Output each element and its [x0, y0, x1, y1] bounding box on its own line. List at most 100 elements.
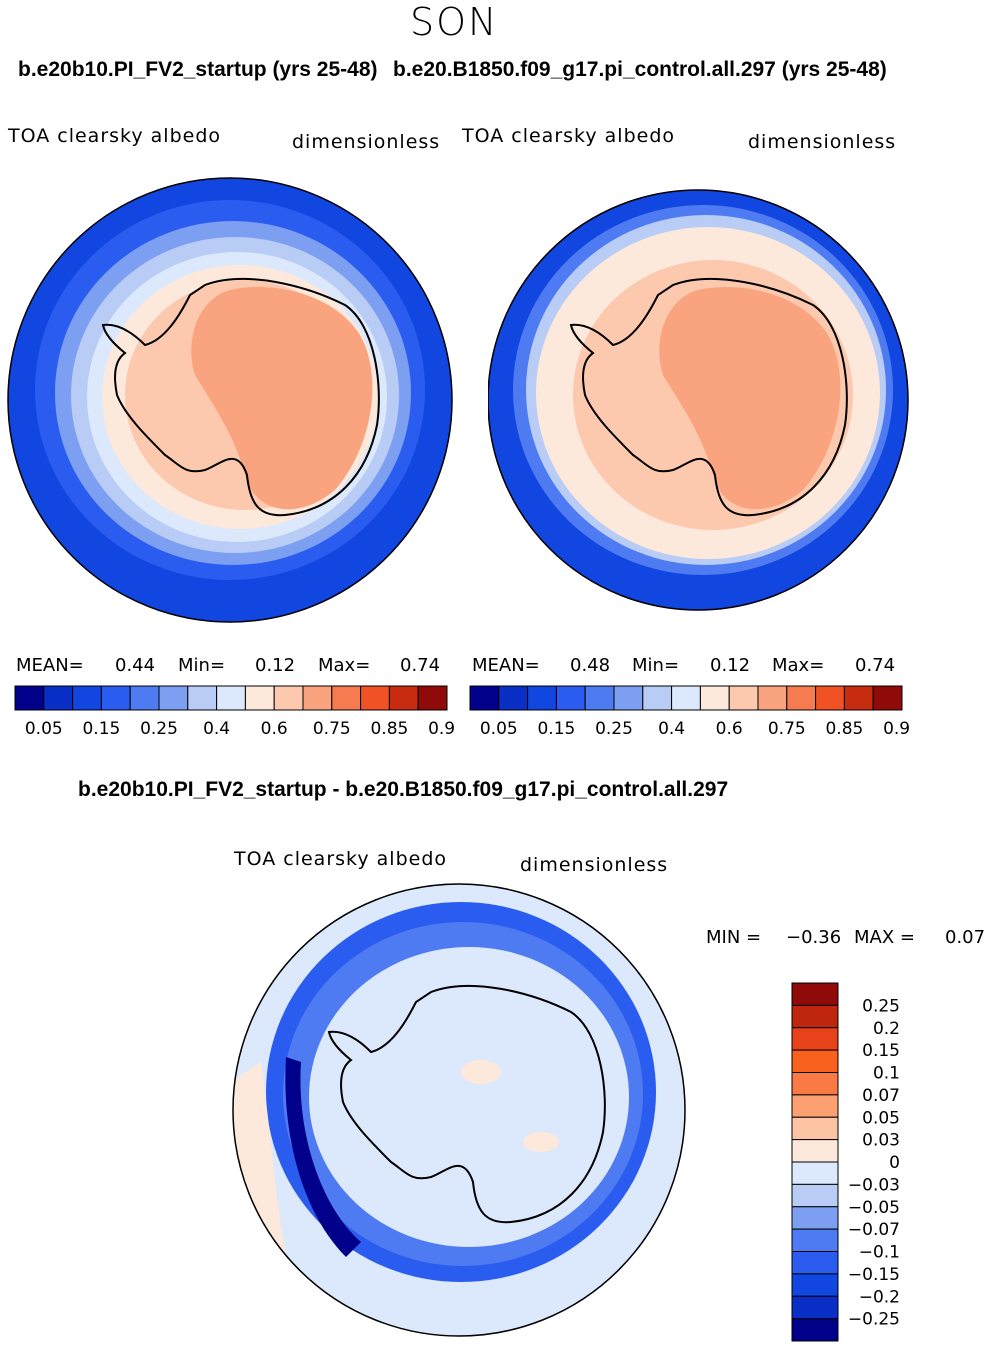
colorbar-tick-label: 0.25 [595, 719, 633, 739]
colorbar-swatch [843, 685, 874, 711]
colorbar-swatch [360, 685, 390, 711]
colorbar-tick-label: 0.1 [873, 1064, 900, 1084]
colorbar-swatch [273, 685, 304, 711]
colorbar-swatch [699, 685, 730, 711]
diff-ring-dark [285, 1057, 361, 1257]
colorbar-swatch [791, 1072, 839, 1096]
colorbar-tick-label: 0.03 [862, 1131, 900, 1151]
colorbar-tick-label: −0.05 [848, 1198, 900, 1218]
colorbar-tick-label: −0.25 [848, 1310, 900, 1330]
panel-2-polar-map [488, 189, 909, 611]
panel-1-case-title: b.e20b10.PI_FV2_startup (yrs 25-48) [18, 58, 378, 81]
colorbar-swatch [791, 1295, 839, 1320]
colorbar-swatch [791, 1206, 839, 1230]
colorbar-swatch [791, 1049, 839, 1073]
diff-variable: TOA clearsky albedo [234, 848, 447, 870]
panel-2-mean-value: 0.48 [570, 655, 611, 676]
colorbar-swatch [872, 685, 903, 711]
colorbar-tick-label: 0.2 [873, 1019, 900, 1039]
map-plateau [659, 287, 841, 510]
colorbar-tick-label: 0.6 [261, 719, 288, 739]
colorbar-swatch [791, 1251, 839, 1275]
panel-1-variable: TOA clearsky albedo [8, 125, 221, 147]
diff-polar-map [232, 883, 686, 1337]
panel-2-variable: TOA clearsky albedo [462, 125, 675, 147]
colorbar-tick-label: 0.75 [768, 719, 806, 739]
diff-min-value: −0.36 [786, 927, 842, 948]
colorbar-swatch [791, 1183, 839, 1208]
diff-warm-patch-1 [461, 1060, 501, 1084]
colorbar-swatch [642, 685, 673, 711]
colorbar-tick-label: −0.03 [848, 1175, 900, 1195]
map-coastline [101, 277, 380, 517]
season-title: SON [410, 0, 499, 44]
colorbar-tick-label: 0.07 [862, 1086, 900, 1106]
colorbar-tick-label: 0.95 [883, 719, 910, 739]
panel-1-units: dimensionless [292, 131, 441, 153]
map-plateau [191, 287, 373, 510]
colorbar-tick-label: 0.95 [428, 719, 455, 739]
diff-inner [309, 947, 629, 1247]
diff-coastline [327, 984, 606, 1224]
colorbar-tick-label: 0.4 [658, 719, 685, 739]
colorbar-swatch [43, 685, 74, 711]
colorbar-swatch [14, 685, 45, 711]
diff-colorbar: 0.25 0.20.15 0.10.070.05 0.030−0.03 −0.05 −0.… [791, 982, 900, 1342]
colorbar-tick-label: 0.25 [862, 996, 900, 1016]
panel-1-max-value: 0.74 [400, 655, 441, 676]
colorbar-swatch [791, 1161, 839, 1185]
colorbar-swatch [129, 685, 160, 711]
panel-2-max-value: 0.74 [855, 655, 896, 676]
colorbar-swatch [791, 1318, 839, 1342]
panel-2-max-label: Max= [772, 655, 825, 676]
colorbar-tick-label: 0.75 [313, 719, 351, 739]
colorbar-tick-label: 0.05 [862, 1108, 900, 1128]
panel-1-polar-map [7, 177, 453, 623]
colorbar-swatch [302, 685, 333, 711]
colorbar-tick-label: −0.2 [859, 1287, 900, 1307]
colorbar-tick-label: 0.15 [537, 719, 575, 739]
colorbar-swatch [791, 1004, 839, 1029]
colorbar-tick-label: 0.15 [862, 1041, 900, 1061]
diff-max-label: MAX = [854, 927, 915, 948]
panel-1-min-value: 0.12 [255, 655, 296, 676]
colorbar-tick-label: 0.4 [203, 719, 230, 739]
panel-2-colorbar: 0.05 0.15 0.25 0.4 0.6 0.75 0.85 0.95 [469, 685, 910, 739]
colorbar-swatch [100, 685, 131, 711]
colorbar-tick-label: 0.05 [25, 719, 63, 739]
colorbar-swatch [671, 685, 701, 711]
colorbar-swatch [72, 685, 102, 711]
panel-1-colorbar: 0.05 0.15 0.25 0.4 0.6 0.75 0.85 0.95 [14, 685, 455, 739]
diff-warm-patch-2 [523, 1132, 559, 1152]
colorbar-swatch [791, 982, 839, 1006]
colorbar-swatch [815, 685, 845, 711]
colorbar-swatch [388, 685, 419, 711]
diff-max-value: 0.07 [945, 927, 986, 948]
panel-1-mean-label: MEAN= [16, 655, 84, 676]
colorbar-swatch [791, 1139, 839, 1163]
colorbar-swatch [613, 685, 644, 711]
panel-2-case-title: b.e20.B1850.f09_g17.pi_control.all.297 (… [393, 58, 887, 81]
panel-1-mean-value: 0.44 [115, 655, 156, 676]
colorbar-swatch [331, 685, 362, 711]
colorbar-swatch [498, 685, 529, 711]
map-coastline [569, 277, 848, 517]
colorbar-swatch [757, 685, 788, 711]
colorbar-swatch [216, 685, 246, 711]
colorbar-swatch [469, 685, 500, 711]
colorbar-tick-label: −0.1 [859, 1243, 900, 1263]
panel-2-units: dimensionless [748, 131, 897, 153]
panel-1-min-label: Min= [178, 655, 226, 676]
colorbar-swatch [158, 685, 189, 711]
colorbar-swatch [244, 685, 275, 711]
colorbar-tick-label: 0 [889, 1153, 900, 1173]
colorbar-swatch [791, 1116, 839, 1141]
diff-title: b.e20b10.PI_FV2_startup - b.e20.B1850.f0… [78, 778, 729, 801]
diff-min-label: MIN = [706, 927, 762, 948]
colorbar-swatch [786, 685, 817, 711]
panel-2-min-label: Min= [632, 655, 680, 676]
colorbar-swatch [555, 685, 586, 711]
colorbar-swatch [584, 685, 615, 711]
panel-2-min-value: 0.12 [710, 655, 751, 676]
colorbar-swatch [791, 1094, 839, 1118]
